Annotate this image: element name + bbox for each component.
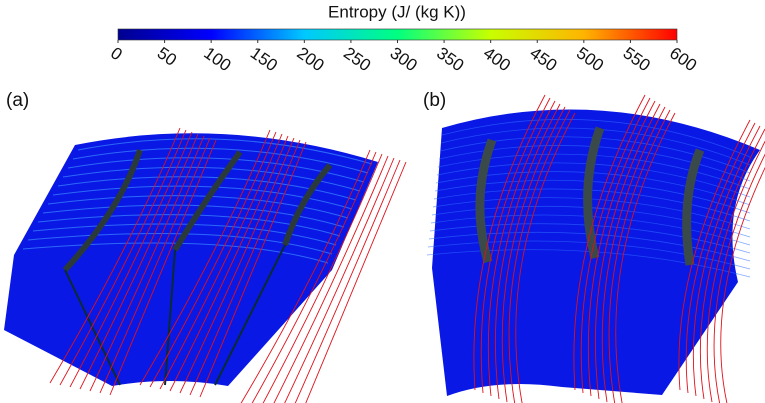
- streamlines-a: [49, 127, 407, 403]
- streamline: [149, 131, 277, 388]
- stripe: [430, 214, 751, 246]
- stripe: [67, 157, 365, 183]
- streamline: [79, 133, 199, 390]
- streamline: [199, 141, 307, 398]
- panel-label: (b): [423, 90, 446, 111]
- stripe: [429, 223, 751, 254]
- stripe: [37, 214, 341, 237]
- streamline: [699, 128, 765, 400]
- streamline: [678, 119, 751, 391]
- panel-b-render: [426, 94, 765, 403]
- streamline: [139, 129, 271, 386]
- blades-a: [62, 149, 333, 273]
- streamline: [262, 153, 383, 403]
- blade-row-a: [4, 133, 378, 386]
- streamline: [580, 97, 651, 394]
- streamline: [251, 151, 377, 403]
- streamline: [169, 135, 289, 392]
- tick-label: 50: [154, 43, 180, 69]
- streamline: [487, 100, 556, 397]
- tick-label: 500: [573, 43, 607, 75]
- streamline: [720, 166, 765, 403]
- streamline: [515, 112, 576, 403]
- tick-label: 400: [480, 43, 514, 75]
- streamline: [480, 97, 551, 394]
- streamline: [284, 157, 395, 403]
- panel-a-render: [4, 127, 407, 403]
- stripe: [42, 204, 345, 228]
- wakes-a: [64, 244, 286, 386]
- streamline: [273, 155, 389, 403]
- streamline: [608, 109, 671, 403]
- tick-label: 350: [433, 43, 467, 75]
- colorbar: [117, 28, 678, 41]
- streamline: [179, 137, 295, 394]
- streamline: [189, 139, 301, 396]
- streamline: [294, 159, 401, 403]
- stripe: [57, 176, 357, 201]
- tick-label: 0: [107, 43, 126, 64]
- stripe: [62, 166, 361, 192]
- stripe: [77, 138, 373, 165]
- streamline: [99, 137, 211, 394]
- panel-label: (a): [6, 90, 29, 111]
- colorbar-title: Entropy (J/ (kg K)): [328, 2, 466, 21]
- tick-label: 150: [247, 43, 281, 75]
- streamline: [494, 103, 561, 400]
- stripe: [72, 147, 369, 174]
- streamlines-b: [473, 94, 765, 403]
- streamline: [159, 133, 283, 390]
- streamline: [685, 122, 756, 394]
- streamline: [49, 127, 181, 384]
- streamline: [240, 149, 371, 403]
- streamline: [713, 153, 765, 403]
- stripe: [436, 162, 751, 198]
- stripe: [441, 118, 751, 158]
- stripe: [22, 242, 329, 264]
- blades-b: [475, 126, 705, 266]
- streamline: [501, 106, 566, 403]
- streamline: [573, 94, 646, 391]
- streamline: [109, 139, 217, 396]
- tick-label: 100: [200, 43, 234, 75]
- streamline: [601, 106, 666, 403]
- tick-label: 600: [666, 43, 700, 75]
- tick-label: 250: [340, 43, 374, 75]
- streamline: [692, 125, 761, 397]
- streamline: [473, 94, 546, 391]
- tick-label: 450: [526, 43, 560, 75]
- stripe: [437, 153, 751, 190]
- streamline: [89, 135, 205, 392]
- stripes-b: [426, 118, 751, 278]
- streamline: [59, 129, 187, 386]
- stripe: [32, 223, 337, 246]
- streamline: [615, 112, 676, 403]
- stripe: [27, 233, 333, 255]
- streamline: [69, 131, 193, 388]
- tick-label: 550: [620, 43, 654, 75]
- tick-label: 300: [387, 43, 421, 75]
- streamline: [594, 103, 661, 400]
- tick-label: 200: [293, 43, 327, 75]
- streamline: [508, 109, 571, 403]
- streamline: [706, 140, 765, 403]
- streamline: [305, 161, 407, 403]
- streamline: [587, 100, 656, 397]
- colorbar-ticks: 0 50 100 150 200 250 300 350 400 450 500 550 600: [107, 40, 700, 75]
